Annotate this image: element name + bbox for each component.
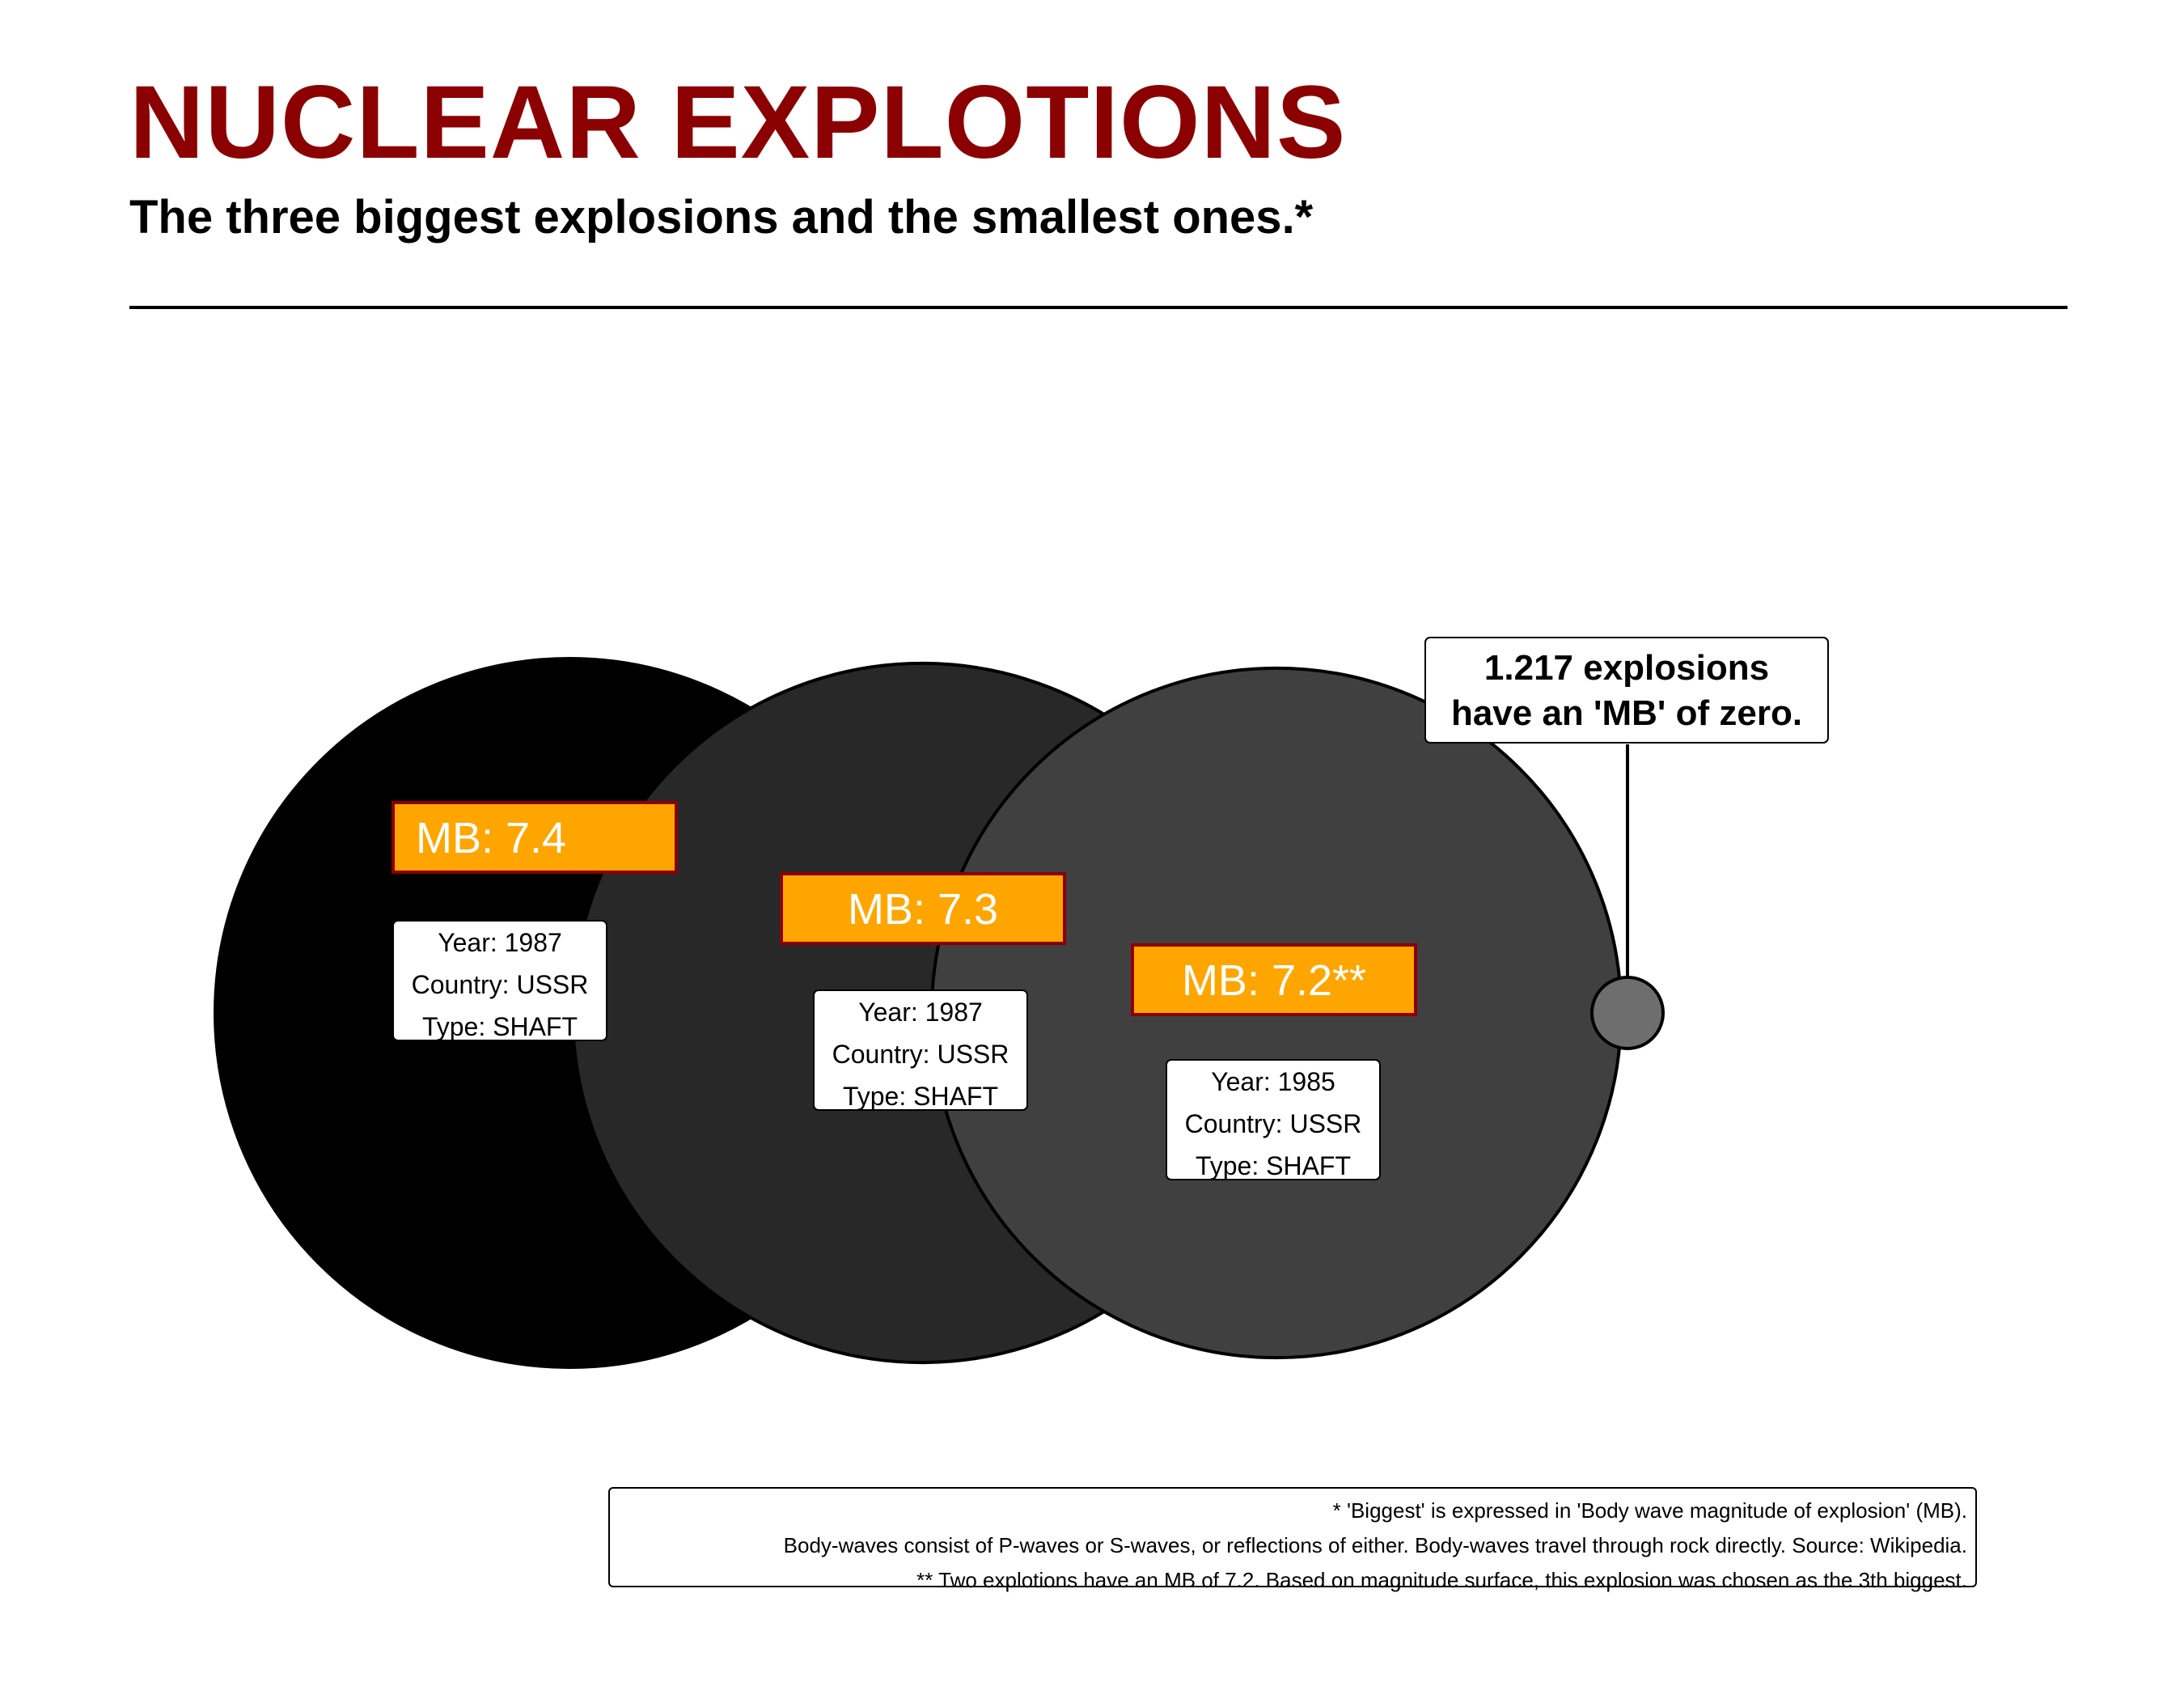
mb-label-1: MB: 7.4 (416, 814, 566, 862)
footnote-line-2: Body-waves consist of P-waves or S-waves… (783, 1533, 1967, 1557)
bubble-zero (1590, 976, 1665, 1050)
zero-annotation-line-1: 1.217 explosions (1484, 648, 1769, 688)
info-line-1-1: Year: 1987 (438, 928, 562, 957)
info-box-1 (392, 920, 607, 1041)
info-line-2-3: Type: SHAFT (843, 1082, 998, 1111)
info-line-3-3: Type: SHAFT (1196, 1151, 1351, 1180)
chart-title: NUCLEAR EXPLOTIONS (129, 65, 1347, 180)
info-line-3-2: Country: USSR (1185, 1109, 1362, 1138)
info-box-3 (1166, 1059, 1381, 1180)
zero-annotation-box (1424, 637, 1829, 744)
mb-label-box-3 (1131, 943, 1417, 1016)
mb-label-2: MB: 7.3 (848, 885, 998, 934)
info-line-2-2: Country: USSR (832, 1040, 1009, 1069)
info-line-1-3: Type: SHAFT (422, 1012, 578, 1041)
footnote-line-1: * 'Biggest' is expressed in 'Body wave m… (1332, 1498, 1967, 1523)
mb-label-3: MB: 7.2** (1182, 956, 1366, 1005)
info-line-1-2: Country: USSR (412, 970, 589, 999)
zero-annotation-line-2: have an 'MB' of zero. (1451, 693, 1802, 733)
info-box-2 (813, 989, 1028, 1111)
footnote-line-3: ** Two explotions have an MB of 7.2. Bas… (916, 1568, 1967, 1592)
footnote-box: * 'Biggest' is expressed in 'Body wave m… (608, 1487, 1977, 1592)
chart-subtitle: The three biggest explosions and the sma… (129, 191, 1314, 244)
title-divider (129, 306, 2068, 309)
mb-label-box-2 (780, 872, 1066, 945)
mb-label-box-1 (392, 801, 678, 874)
info-line-2-1: Year: 1987 (858, 998, 983, 1027)
info-line-3-1: Year: 1985 (1211, 1067, 1335, 1096)
